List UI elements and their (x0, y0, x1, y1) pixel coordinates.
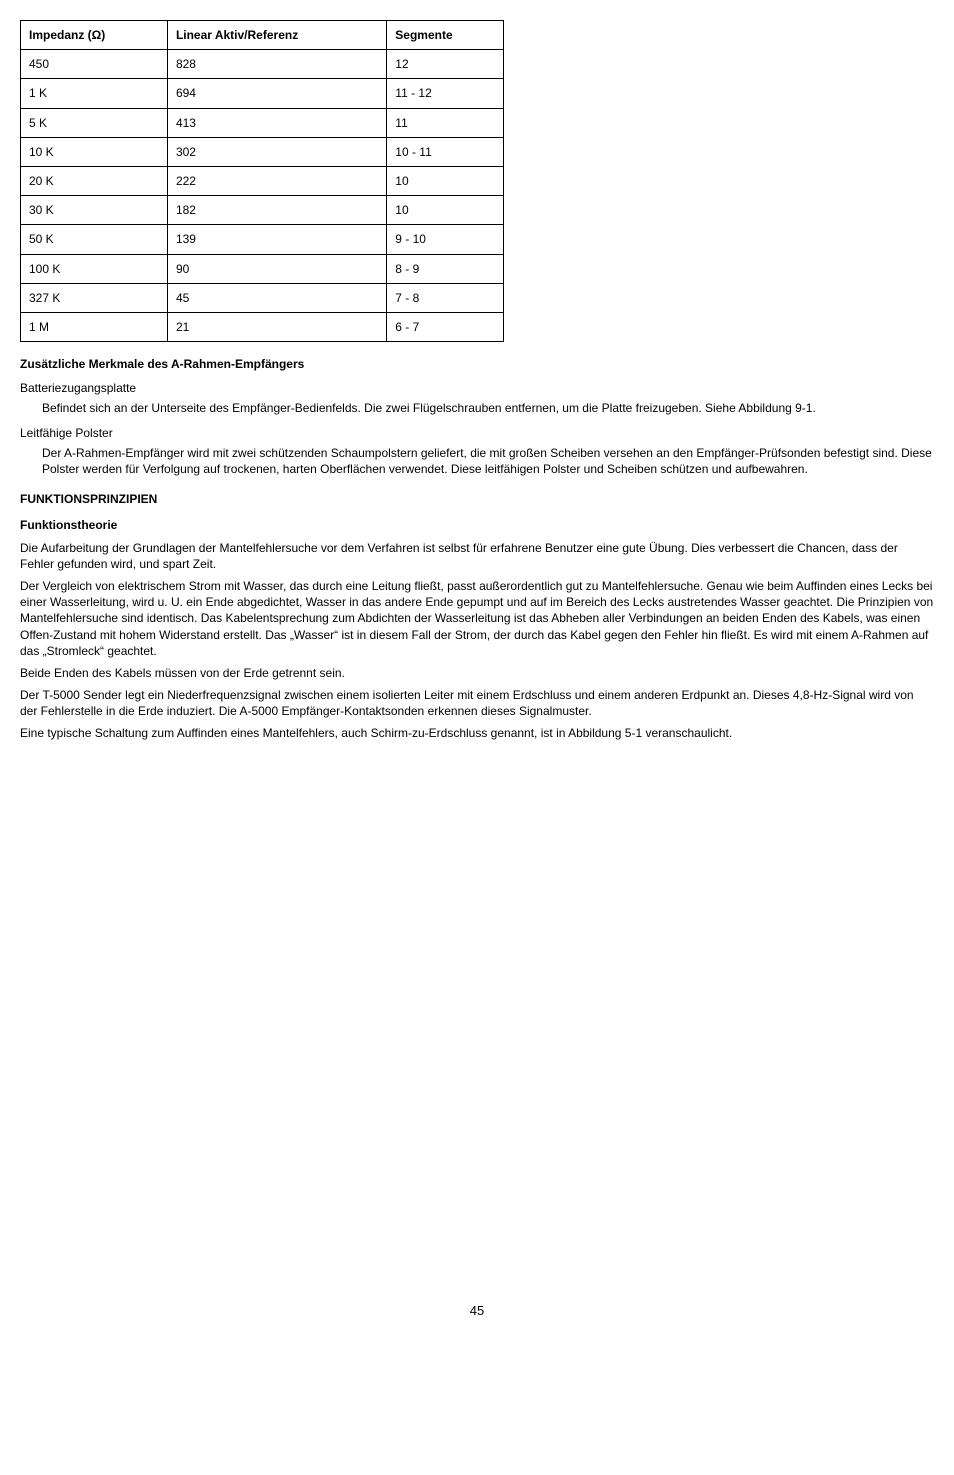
table-row: 50 K1399 - 10 (21, 225, 504, 254)
para-theorie-2: Der Vergleich von elektrischem Strom mit… (20, 578, 934, 659)
table-cell: 1 K (21, 79, 168, 108)
table-header-row: Impedanz (Ω) Linear Aktiv/Referenz Segme… (21, 21, 504, 50)
col-linear: Linear Aktiv/Referenz (167, 21, 386, 50)
table-cell: 100 K (21, 254, 168, 283)
table-cell: 9 - 10 (387, 225, 504, 254)
table-cell: 50 K (21, 225, 168, 254)
table-row: 5 K41311 (21, 108, 504, 137)
table-cell: 6 - 7 (387, 312, 504, 341)
table-cell: 10 (387, 166, 504, 195)
para-theorie-1: Die Aufarbeitung der Grundlagen der Mant… (20, 540, 934, 572)
table-row: 1 M216 - 7 (21, 312, 504, 341)
table-cell: 413 (167, 108, 386, 137)
para-leitfaehige: Der A-Rahmen-Empfänger wird mit zwei sch… (42, 445, 934, 477)
col-impedanz: Impedanz (Ω) (21, 21, 168, 50)
table-cell: 10 - 11 (387, 137, 504, 166)
table-cell: 45 (167, 283, 386, 312)
table-cell: 11 (387, 108, 504, 137)
table-cell: 182 (167, 196, 386, 225)
heading-funktionsprinzipien: FUNKTIONSPRINZIPIEN (20, 491, 934, 507)
table-cell: 222 (167, 166, 386, 195)
table-cell: 20 K (21, 166, 168, 195)
para-theorie-5: Eine typische Schaltung zum Auffinden ei… (20, 725, 934, 741)
table-cell: 7 - 8 (387, 283, 504, 312)
table-cell: 1 M (21, 312, 168, 341)
table-cell: 21 (167, 312, 386, 341)
table-cell: 11 - 12 (387, 79, 504, 108)
table-cell: 828 (167, 50, 386, 79)
table-cell: 5 K (21, 108, 168, 137)
table-row: 1 K69411 - 12 (21, 79, 504, 108)
table-cell: 302 (167, 137, 386, 166)
table-cell: 30 K (21, 196, 168, 225)
table-row: 30 K18210 (21, 196, 504, 225)
table-cell: 10 K (21, 137, 168, 166)
table-row: 45082812 (21, 50, 504, 79)
table-cell: 90 (167, 254, 386, 283)
table-cell: 8 - 9 (387, 254, 504, 283)
table-row: 100 K908 - 9 (21, 254, 504, 283)
heading-zusaetzliche: Zusätzliche Merkmale des A-Rahmen-Empfän… (20, 356, 934, 372)
para-batterie: Befindet sich an der Unterseite des Empf… (42, 400, 934, 416)
heading-funktionstheorie: Funktionstheorie (20, 517, 934, 533)
para-theorie-4: Der T-5000 Sender legt ein Niederfrequen… (20, 687, 934, 719)
table-cell: 12 (387, 50, 504, 79)
table-cell: 10 (387, 196, 504, 225)
table-row: 10 K30210 - 11 (21, 137, 504, 166)
table-row: 20 K22210 (21, 166, 504, 195)
para-theorie-3: Beide Enden des Kabels müssen von der Er… (20, 665, 934, 681)
table-cell: 327 K (21, 283, 168, 312)
col-segmente: Segmente (387, 21, 504, 50)
table-row: 327 K457 - 8 (21, 283, 504, 312)
impedance-table: Impedanz (Ω) Linear Aktiv/Referenz Segme… (20, 20, 504, 342)
subheading-leitfaehige: Leitfähige Polster (20, 425, 934, 441)
table-cell: 694 (167, 79, 386, 108)
table-cell: 450 (21, 50, 168, 79)
subheading-batterie: Batteriezugangsplatte (20, 380, 934, 396)
page-number: 45 (20, 1302, 934, 1320)
table-cell: 139 (167, 225, 386, 254)
